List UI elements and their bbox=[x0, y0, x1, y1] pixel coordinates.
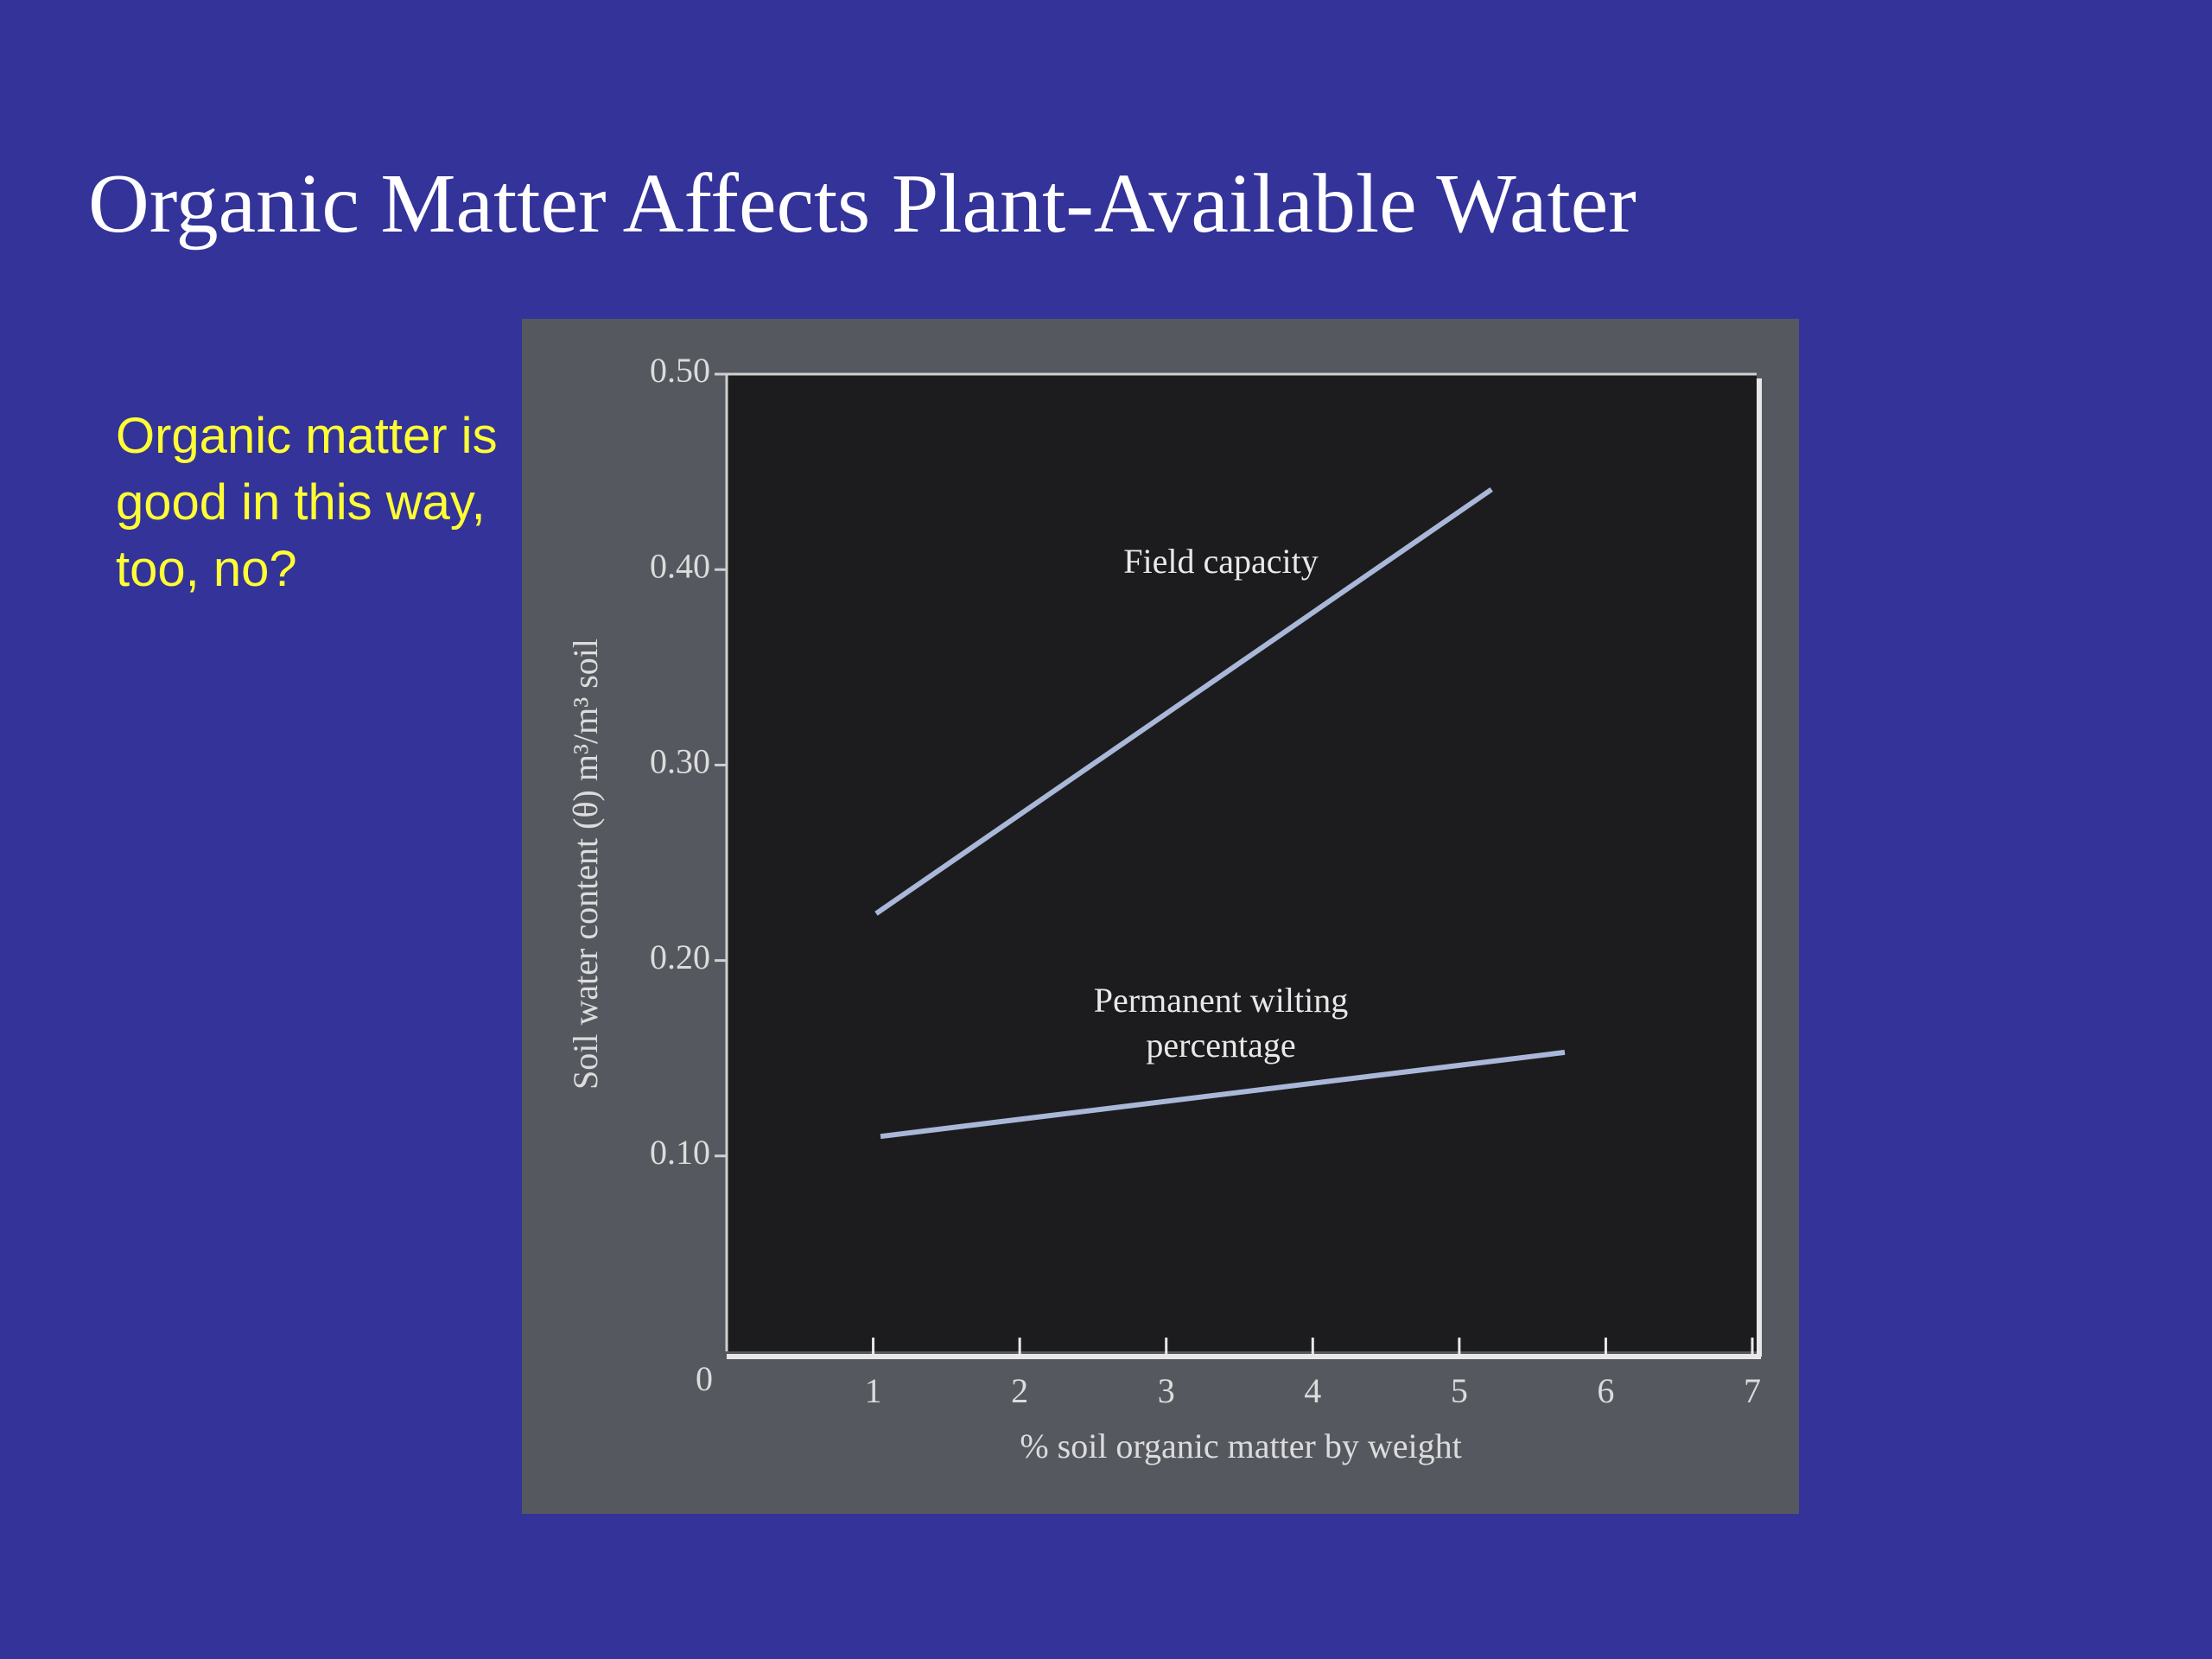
y-tick-label: 0.40 bbox=[650, 546, 710, 585]
plot-area bbox=[727, 374, 1757, 1351]
y-tick-label: 0 bbox=[696, 1359, 713, 1398]
x-tick-label: 7 bbox=[1744, 1371, 1761, 1410]
side-note: Organic matter is good in this way, too,… bbox=[116, 408, 498, 597]
x-tick-label: 3 bbox=[1158, 1371, 1175, 1410]
x-tick-label: 4 bbox=[1304, 1371, 1321, 1410]
series-line bbox=[880, 1049, 1566, 1140]
y-tick-label: 0.30 bbox=[650, 742, 710, 781]
y-tick-label: 0.20 bbox=[650, 938, 710, 976]
y-tick-label: 0.10 bbox=[650, 1133, 710, 1172]
x-tick-label: 6 bbox=[1597, 1371, 1614, 1410]
x-tick-label: 5 bbox=[1451, 1371, 1468, 1410]
series-label: Field capacity bbox=[1123, 542, 1319, 581]
series-label: Permanent wilting percentage bbox=[1093, 981, 1349, 1065]
y-axis-label: Soil water content (θ) m³/m³ soil bbox=[566, 639, 605, 1090]
x-tick-label: 2 bbox=[1011, 1371, 1028, 1410]
y-tick-label: 0.50 bbox=[650, 351, 710, 390]
slide-title: Organic Matter Affects Plant-Available W… bbox=[88, 157, 1637, 251]
x-axis-label: % soil organic matter by weight bbox=[1020, 1427, 1461, 1465]
series-line bbox=[874, 486, 1493, 916]
x-tick-label: 1 bbox=[865, 1371, 882, 1410]
